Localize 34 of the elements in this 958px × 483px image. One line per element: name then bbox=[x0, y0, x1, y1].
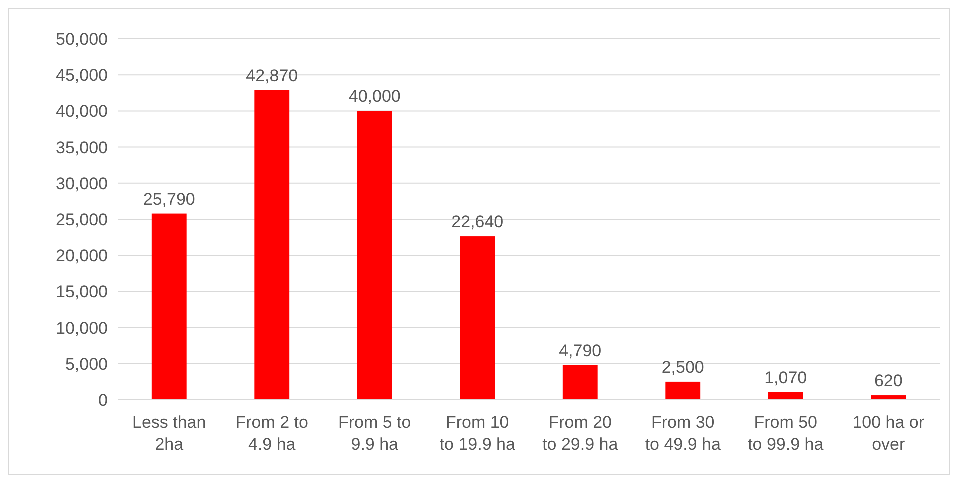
bar bbox=[357, 111, 392, 400]
x-tick-label: From 30 to 49.9 ha bbox=[645, 413, 722, 454]
x-tick-label: From 10 to 19.9 ha bbox=[440, 413, 516, 454]
y-tick-label: 15,000 bbox=[56, 282, 108, 302]
data-label: 40,000 bbox=[348, 87, 401, 106]
x-tick-label: From 20 to 29.9 ha bbox=[542, 413, 619, 454]
bar bbox=[460, 236, 496, 400]
data-label: 25,790 bbox=[143, 190, 196, 209]
data-label: 42,870 bbox=[246, 66, 298, 86]
y-tick-label: 35,000 bbox=[56, 138, 108, 158]
bar bbox=[666, 382, 701, 400]
data-label: 2,500 bbox=[662, 358, 704, 377]
y-tick-label: 20,000 bbox=[56, 246, 108, 266]
y-tick-label: 10,000 bbox=[56, 318, 108, 338]
data-label: 4,790 bbox=[559, 341, 602, 360]
data-label: 22,640 bbox=[452, 212, 504, 232]
data-label: 1,070 bbox=[764, 368, 808, 388]
x-tick-label: Less than 2ha bbox=[132, 413, 206, 454]
x-tick-label: From 50 to 99.9 ha bbox=[748, 413, 824, 454]
y-tick-label: 0 bbox=[98, 390, 108, 410]
y-tick-label: 50,000 bbox=[56, 30, 108, 49]
bar bbox=[768, 392, 804, 400]
data-label: 620 bbox=[874, 372, 903, 391]
y-tick-label: 45,000 bbox=[56, 66, 108, 86]
bar bbox=[562, 365, 598, 400]
y-tick-label: 25,000 bbox=[56, 210, 108, 230]
y-tick-label: 40,000 bbox=[56, 102, 108, 122]
x-tick-label: From 5 to 9.9 ha bbox=[338, 413, 412, 454]
y-tick-label: 30,000 bbox=[56, 174, 108, 194]
bar bbox=[152, 214, 187, 400]
x-tick-label: 100 ha or over bbox=[852, 413, 925, 454]
bar bbox=[254, 90, 290, 400]
y-tick-label: 5,000 bbox=[65, 354, 108, 374]
x-tick-label: From 2 to 4.9 ha bbox=[236, 413, 308, 454]
